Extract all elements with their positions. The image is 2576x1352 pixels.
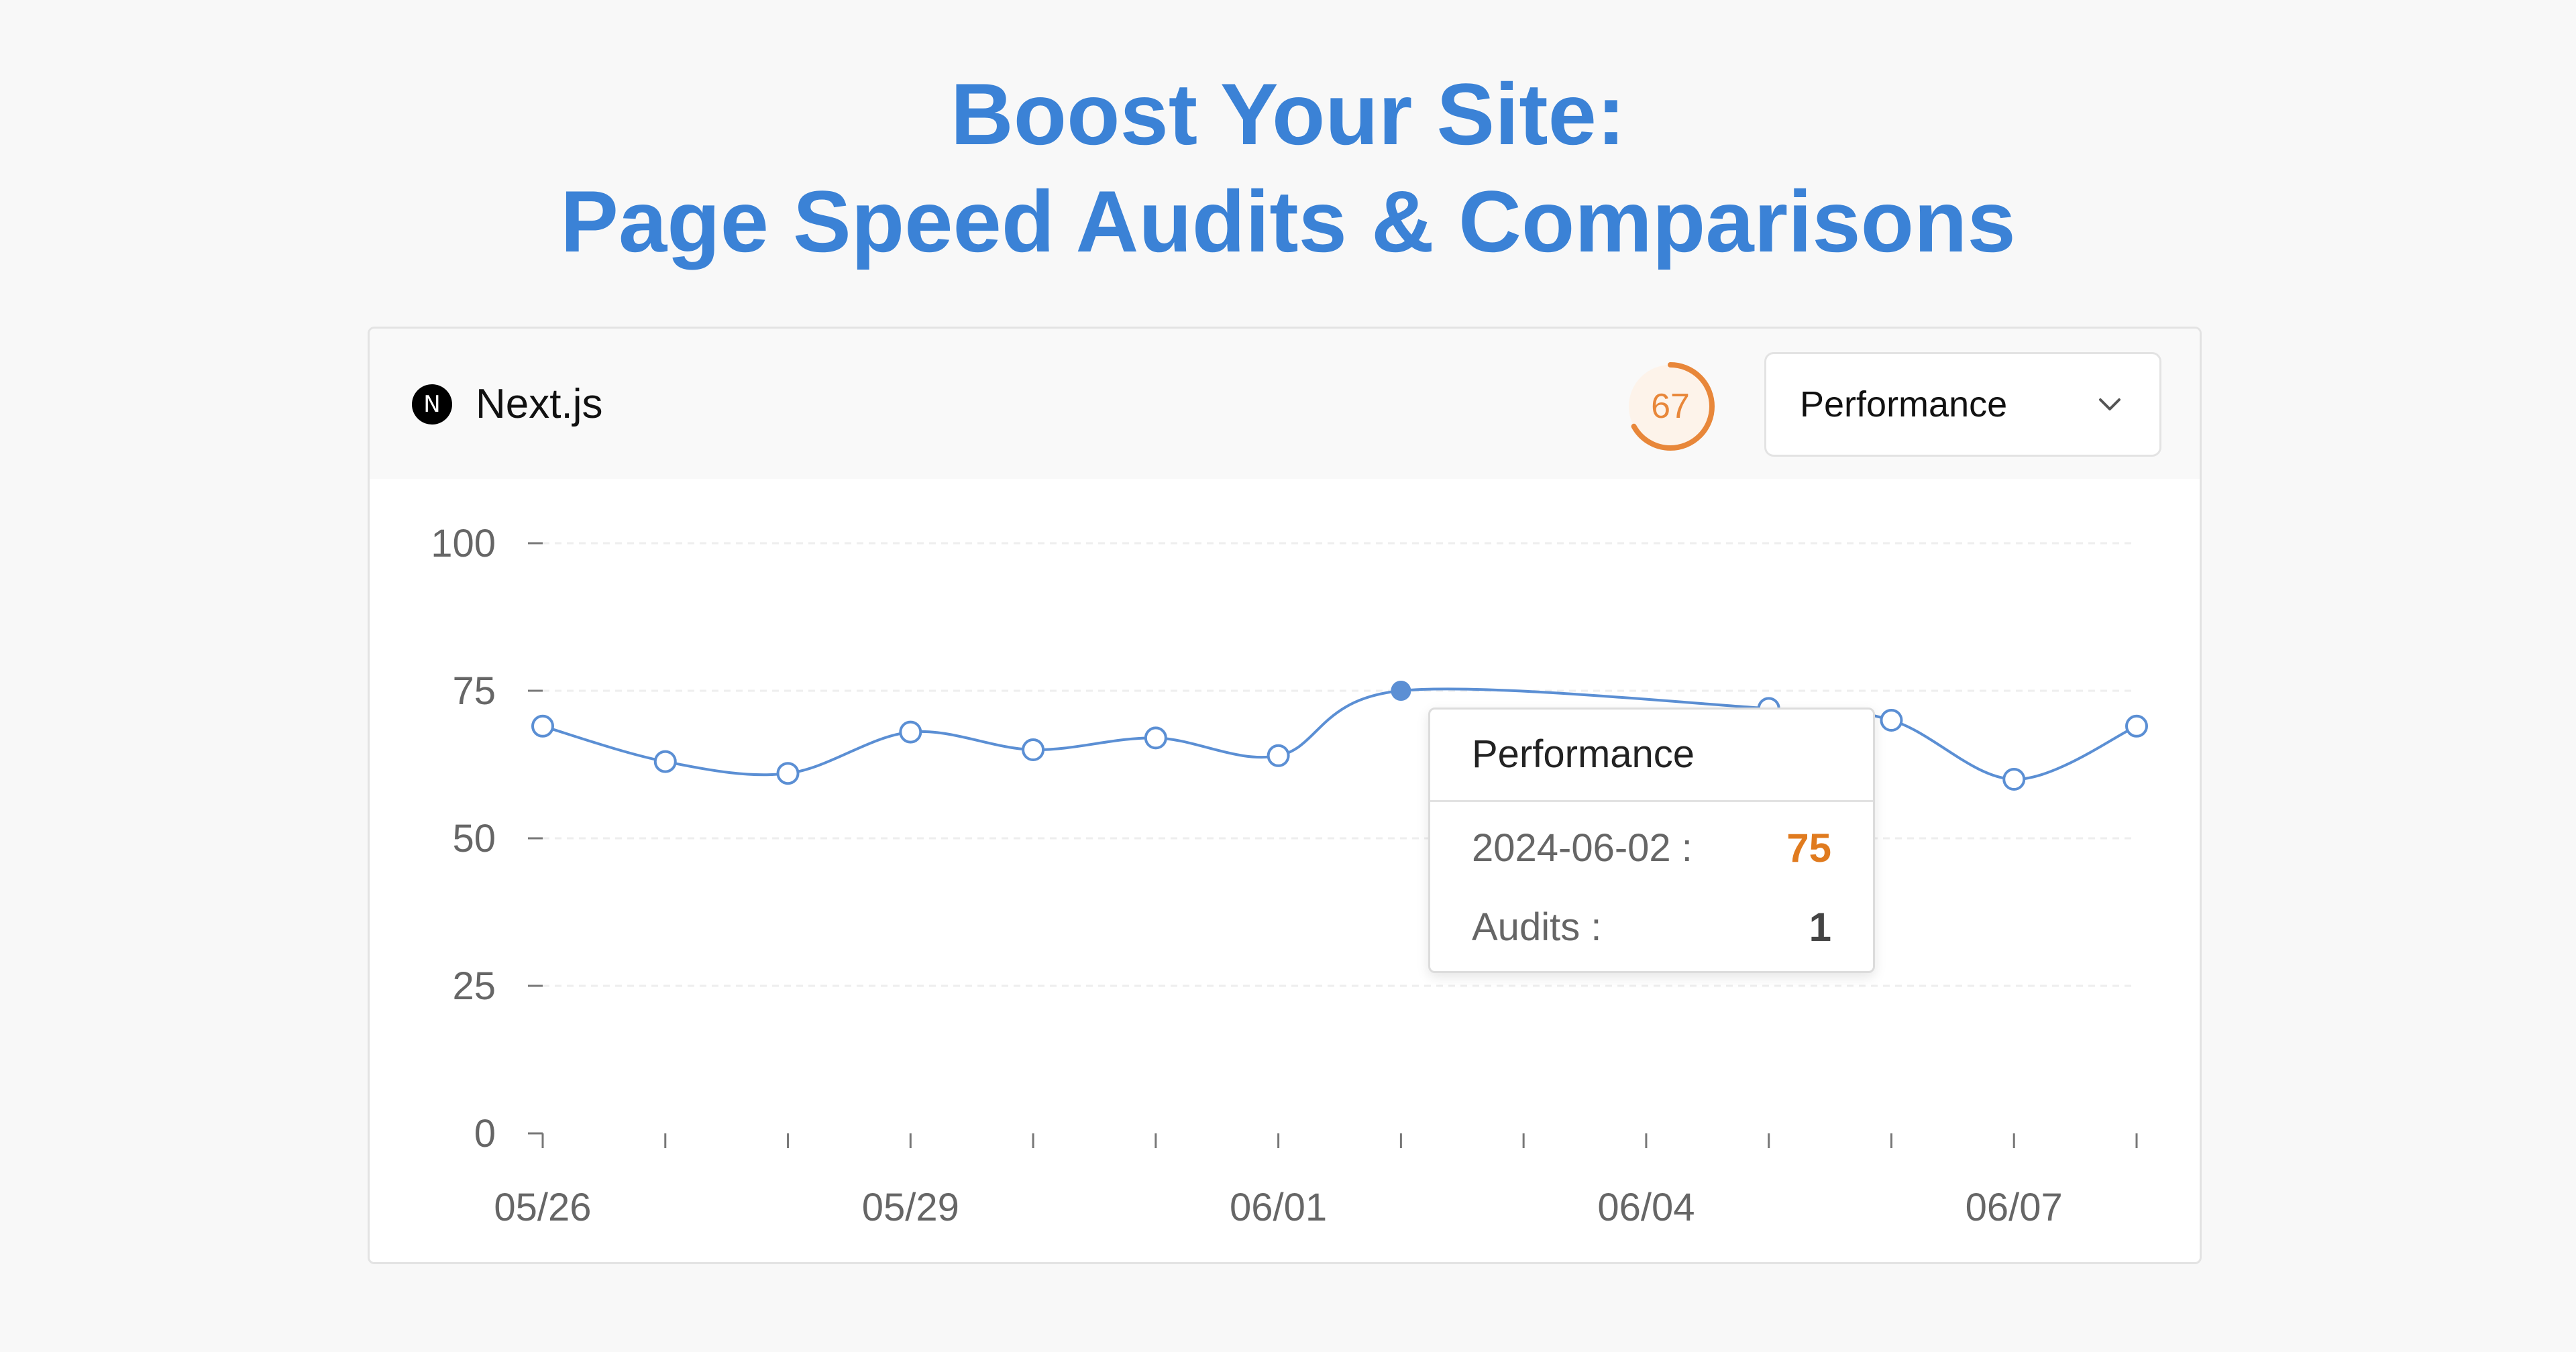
app-name: Next.js <box>476 381 603 427</box>
x-tick-label-2024-06-01: 06/01 <box>1230 1186 1327 1229</box>
y-tick-label-25: 25 <box>452 964 496 1008</box>
data-point-2024-05-29 <box>899 720 922 744</box>
tooltip-divider <box>1430 800 1873 802</box>
tooltip-title: Performance <box>1472 732 1695 776</box>
tooltip-value: 75 <box>1786 826 1831 870</box>
data-point-2024-06-07 <box>2002 768 2026 791</box>
nextjs-logo-icon: N <box>412 384 452 425</box>
metric-dropdown[interactable]: Performance <box>1764 352 2161 457</box>
data-point-2024-06-06 <box>1880 709 1903 732</box>
tooltip-audits-value: 1 <box>1809 905 1831 950</box>
card-header: N Next.js 67 Performance <box>370 329 2200 479</box>
x-tick-label-2024-06-04: 06/04 <box>1597 1186 1695 1229</box>
score-value: 67 <box>1651 387 1690 426</box>
x-tick-label-2024-06-07: 06/07 <box>1966 1186 2063 1229</box>
data-point-2024-06-02 <box>1391 681 1411 701</box>
y-tick-label-100: 100 <box>431 522 496 565</box>
data-point-2024-05-31 <box>1144 726 1167 750</box>
x-tick-label-2024-05-29: 05/29 <box>862 1186 959 1229</box>
data-point-2024-05-28 <box>776 762 800 785</box>
dropdown-selected-value: Performance <box>1800 384 2008 425</box>
chart-tooltip: Performance 2024-06-02 : 75 Audits : 1 <box>1428 708 1875 973</box>
chevron-down-icon <box>2099 398 2121 410</box>
data-point-2024-05-26 <box>531 714 554 738</box>
performance-line-chart: 0 25 50 75 100 05/26 05/29 06/01 06/04 06/07 <box>431 522 2148 1229</box>
y-tick-label-50: 50 <box>452 817 496 860</box>
y-tick-label-75: 75 <box>452 669 496 713</box>
data-point-2024-05-27 <box>653 750 677 773</box>
data-point-2024-06-01 <box>1267 744 1290 767</box>
headline-line-2: Page Speed Audits & Comparisons <box>560 172 2016 270</box>
x-tick-label-2024-05-26: 05/26 <box>494 1186 591 1229</box>
data-point-2024-06-08 <box>2125 714 2148 738</box>
score-ring <box>1626 362 1715 451</box>
headline-line-1: Boost Your Site: <box>950 65 1626 163</box>
y-tick-label-0: 0 <box>474 1112 496 1156</box>
headline: Boost Your Site: Page Speed Audits & Com… <box>0 60 2576 275</box>
data-point-2024-05-30 <box>1022 738 1045 761</box>
tooltip-audits-label: Audits : <box>1472 905 1602 949</box>
tooltip-date-label: 2024-06-02 : <box>1472 826 1693 870</box>
audit-card: N Next.js 67 Performance 0 25 50 75 100 05/26… <box>368 327 2202 1264</box>
